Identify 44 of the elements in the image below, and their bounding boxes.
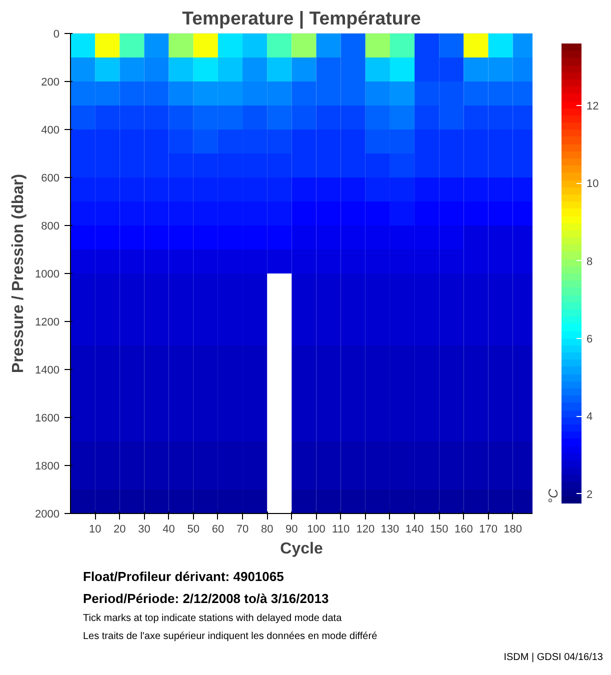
- x-tick-label: 80: [260, 524, 274, 536]
- y-tick-label: 1800: [35, 460, 60, 472]
- y-tick-label: 600: [41, 172, 60, 184]
- x-tick-label: 130: [380, 524, 400, 536]
- x-tick-label: 10: [88, 524, 102, 536]
- color-bar-label: 4: [586, 411, 593, 424]
- x-tick-label: 50: [187, 524, 200, 536]
- x-tick-label: 170: [479, 524, 498, 536]
- text: Les traits de l'axe supérieur indiquent les données en mode différé: [83, 630, 378, 644]
- y-axis-title: Pressure / Pression (dbar): [10, 174, 28, 374]
- text: Period/Période: 2/12/2008 to/à 3/16/2013: [83, 590, 330, 608]
- text: ISDM | GDSI 04/16/13: [502, 650, 603, 665]
- x-tick-label: 20: [114, 524, 126, 536]
- y-tick-label: 1600: [35, 412, 60, 424]
- y-tick-label: 1000: [35, 268, 60, 280]
- x-tick-label: 140: [405, 524, 424, 536]
- color-bar-label: 8: [586, 256, 593, 268]
- x-axis-title: Cycle: [280, 540, 323, 558]
- y-tick-label: 1200: [35, 316, 60, 328]
- y-tick-label: 0: [53, 28, 60, 40]
- y-tick-label: 1400: [35, 364, 60, 376]
- x-tick-label: 160: [454, 524, 473, 536]
- x-tick-label: 60: [212, 524, 224, 536]
- x-tick-label: 90: [286, 524, 298, 536]
- color-bar-label: 2: [586, 488, 593, 501]
- color-bar-label: 6: [586, 334, 593, 346]
- x-tick-label: 120: [356, 524, 375, 536]
- x-tick-label: 40: [162, 524, 175, 536]
- chart-title: Temperature | Température: [182, 8, 421, 30]
- x-tick-label: 110: [332, 524, 350, 536]
- color-bar-label: 12: [586, 100, 599, 113]
- y-tick-label: 2000: [35, 508, 60, 520]
- text: Tick marks at top indicate stations with delayed mode data: [83, 612, 343, 626]
- x-tick-label: 100: [307, 524, 326, 536]
- x-tick-label: 180: [504, 524, 522, 536]
- x-tick-label: 70: [236, 524, 249, 536]
- x-tick-label: 30: [138, 524, 150, 536]
- text: Float/Profileur dérivant: 4901065: [83, 568, 285, 586]
- color-bar-title: °C: [546, 488, 560, 504]
- color-bar-label: 10: [586, 178, 599, 190]
- y-tick-label: 400: [41, 124, 60, 136]
- y-tick-label: 800: [41, 220, 60, 232]
- x-tick-label: 150: [430, 524, 448, 536]
- y-tick-label: 200: [41, 76, 60, 88]
